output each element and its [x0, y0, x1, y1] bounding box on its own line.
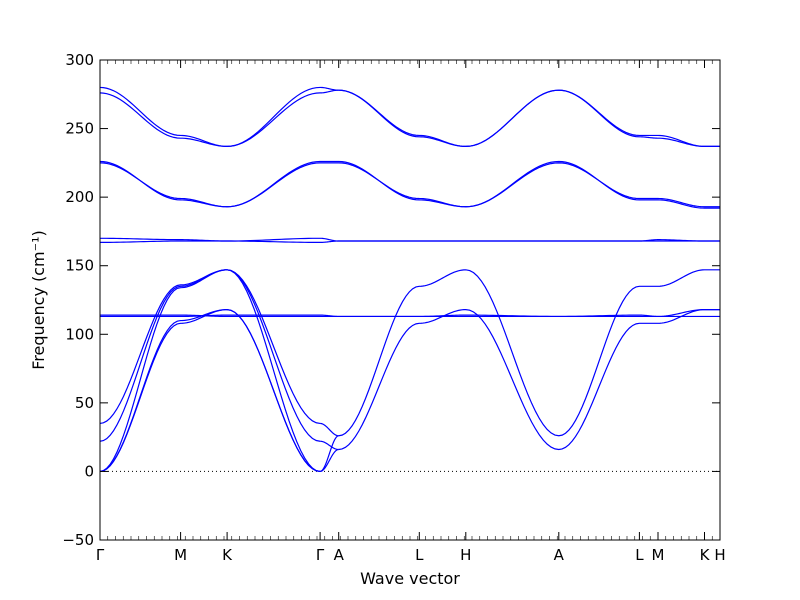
- branch-line: [99, 240, 720, 244]
- branch-line: [99, 308, 321, 473]
- branch-line: [320, 448, 339, 473]
- x-tick-label: H: [460, 546, 471, 564]
- y-tick-label: 0: [84, 462, 94, 480]
- y-axis-label: Frequency (cm⁻¹): [29, 230, 48, 369]
- branch-line: [99, 269, 321, 425]
- y-tick-label: 200: [65, 188, 94, 206]
- x-tick-label: Γ: [316, 546, 325, 564]
- y-tick-label: 150: [65, 257, 94, 275]
- y-tick-label: 250: [65, 120, 94, 138]
- y-tick-label: 300: [65, 51, 94, 69]
- plot-frame: [99, 59, 721, 541]
- y-tick-label: 50: [75, 394, 94, 412]
- branch-line: [338, 269, 720, 437]
- x-tick-label: A: [554, 546, 565, 564]
- x-tick-label: H: [714, 546, 725, 564]
- branch-line: [100, 309, 720, 318]
- x-tick-label: K: [700, 546, 711, 564]
- plot-area: [99, 60, 720, 540]
- branch-line: [99, 269, 321, 442]
- x-axis-label: Wave vector: [360, 569, 460, 588]
- x-tick-label: M: [652, 546, 665, 564]
- x-tick-label: M: [174, 546, 187, 564]
- x-tick-label: Γ: [96, 546, 105, 564]
- branch-line: [99, 160, 720, 209]
- x-tick-label: L: [415, 546, 424, 564]
- x-tick-label: A: [334, 546, 345, 564]
- branch-line: [319, 435, 339, 473]
- branch-line: [99, 308, 321, 473]
- branch-line: [338, 308, 720, 451]
- x-tick-label: L: [635, 546, 644, 564]
- branch-line: [320, 422, 339, 437]
- y-axis-ticks: −50 0 50 100 150 200 250 300: [62, 51, 720, 549]
- y-tick-label: 100: [65, 325, 94, 343]
- branch-line: [99, 162, 720, 208]
- branch-line: [99, 86, 720, 148]
- branch-line: [99, 269, 321, 473]
- x-tick-label: K: [222, 546, 233, 564]
- branch-line: [99, 89, 720, 148]
- branch-line: [320, 440, 339, 451]
- y-tick-label: −50: [62, 531, 94, 549]
